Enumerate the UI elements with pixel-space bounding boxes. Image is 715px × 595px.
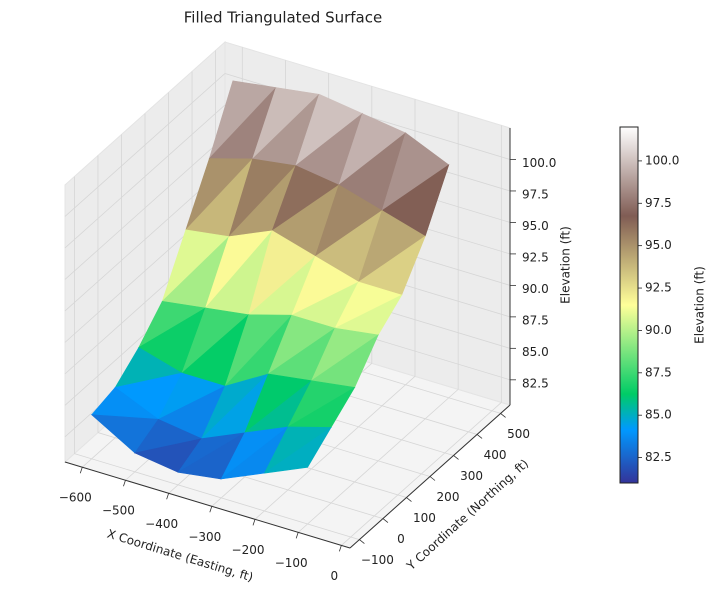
z-tick-label: 100.0 bbox=[522, 156, 556, 170]
x-tick bbox=[166, 493, 170, 500]
z-tick-label: 97.5 bbox=[522, 187, 549, 201]
x-tick bbox=[209, 506, 213, 513]
grid-line bbox=[74, 453, 360, 540]
z-tick-label: 82.5 bbox=[522, 376, 549, 390]
y-tick-label: 300 bbox=[460, 469, 483, 483]
colorbar-tick-label: 95.0 bbox=[645, 238, 672, 252]
colorbar bbox=[619, 126, 639, 484]
x-tick-label: −500 bbox=[102, 504, 135, 518]
y-tick-label: −100 bbox=[361, 553, 394, 567]
y-tick-label: 500 bbox=[507, 427, 530, 441]
colorbar-tick-label: 85.0 bbox=[645, 408, 672, 422]
y-tick-label: 100 bbox=[413, 511, 436, 525]
colorbar-tick-label: 90.0 bbox=[645, 323, 672, 337]
grid-line bbox=[64, 73, 226, 217]
x-tick-label: 0 bbox=[331, 569, 339, 583]
y-tick bbox=[500, 413, 506, 418]
x-tick bbox=[338, 545, 342, 552]
y-tick bbox=[406, 497, 412, 502]
x-tick-label: −100 bbox=[275, 556, 308, 570]
x-tick-label: −300 bbox=[188, 530, 221, 544]
colorbar-tick-label: 82.5 bbox=[645, 450, 672, 464]
z-tick-label: 92.5 bbox=[522, 250, 549, 264]
x-tick bbox=[252, 519, 256, 526]
z-tick-label: 90.0 bbox=[522, 282, 549, 296]
y-tick bbox=[453, 455, 459, 460]
colorbar-tick-label: 97.5 bbox=[645, 196, 672, 210]
colorbar-tick-label: 87.5 bbox=[645, 365, 672, 379]
surface-triangle bbox=[264, 427, 332, 474]
z-tick-label: 85.0 bbox=[522, 345, 549, 359]
x-tick bbox=[295, 532, 299, 539]
y-tick bbox=[429, 476, 436, 481]
colorbar-tick-label: 100.0 bbox=[645, 153, 679, 167]
colorbar-tick-label: 92.5 bbox=[645, 281, 672, 295]
x-tick bbox=[123, 480, 126, 487]
x-tick bbox=[79, 467, 83, 474]
x-tick-label: −600 bbox=[59, 491, 92, 505]
grid-line bbox=[64, 104, 226, 249]
x-axis bbox=[64, 461, 351, 549]
z-tick-label: 95.0 bbox=[522, 219, 549, 233]
grid-line bbox=[64, 136, 226, 280]
colorbar-label: Elevation (ft) bbox=[693, 266, 707, 344]
x-tick-label: −400 bbox=[145, 517, 178, 531]
y-tick bbox=[382, 518, 389, 523]
y-tick-label: 0 bbox=[397, 532, 405, 546]
y-tick-label: 400 bbox=[484, 448, 507, 462]
x-tick-label: −200 bbox=[232, 543, 265, 557]
y-tick-label: 200 bbox=[437, 490, 460, 504]
y-tick bbox=[359, 539, 365, 544]
z-axis-label: Elevation (ft) bbox=[559, 226, 573, 304]
chart-title: Filled Triangulated Surface bbox=[184, 9, 382, 27]
z-tick-label: 87.5 bbox=[522, 313, 549, 327]
y-tick bbox=[476, 434, 483, 439]
